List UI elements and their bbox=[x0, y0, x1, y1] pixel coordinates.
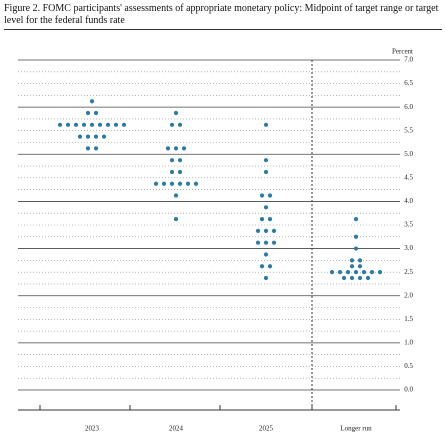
dot bbox=[165, 146, 171, 151]
x-tick-label: 2025 bbox=[259, 425, 274, 433]
dot bbox=[77, 134, 83, 139]
dot bbox=[345, 270, 351, 275]
dot bbox=[173, 193, 179, 198]
dot bbox=[169, 158, 175, 163]
y-tick-label: 2.0 bbox=[404, 291, 413, 299]
dot bbox=[85, 110, 91, 116]
dot bbox=[263, 158, 269, 163]
dot bbox=[193, 181, 199, 186]
dot bbox=[81, 122, 87, 127]
y-tick-label: 3.0 bbox=[404, 244, 413, 252]
dot bbox=[173, 110, 179, 116]
dot bbox=[85, 134, 91, 139]
dot bbox=[255, 228, 261, 233]
dot bbox=[255, 240, 261, 245]
dot bbox=[271, 240, 277, 245]
dot bbox=[263, 228, 269, 233]
dot bbox=[105, 122, 111, 127]
dot bbox=[357, 264, 363, 269]
dot bbox=[263, 122, 269, 127]
dot bbox=[97, 122, 103, 127]
y-tick-label: 7.0 bbox=[404, 56, 413, 64]
dot bbox=[263, 252, 269, 257]
dot bbox=[89, 122, 95, 127]
chart-title: Figure 2. FOMC participants' assessments… bbox=[4, 3, 439, 26]
dot bbox=[177, 158, 183, 163]
dot bbox=[267, 193, 273, 198]
dot bbox=[349, 275, 355, 281]
y-tick-label: 4.5 bbox=[404, 173, 413, 181]
y-tick-label: 0.5 bbox=[404, 362, 413, 370]
y-tick-label: 0.0 bbox=[404, 386, 413, 394]
dot bbox=[93, 146, 99, 151]
dot bbox=[337, 270, 343, 275]
dot bbox=[113, 122, 119, 127]
y-tick-label: 6.5 bbox=[404, 79, 413, 87]
dot bbox=[365, 275, 371, 281]
dot bbox=[357, 275, 363, 281]
dot bbox=[341, 275, 347, 281]
dot bbox=[185, 181, 191, 186]
dot bbox=[263, 275, 269, 281]
dot bbox=[101, 134, 107, 139]
dot bbox=[361, 270, 367, 275]
dot bbox=[169, 181, 175, 186]
dot bbox=[267, 264, 273, 269]
dot bbox=[93, 110, 99, 116]
dot bbox=[353, 217, 359, 222]
dot bbox=[353, 246, 359, 251]
y-tick-label: 6.0 bbox=[404, 103, 413, 111]
x-tick-label: Longer run bbox=[340, 425, 372, 433]
dot bbox=[369, 270, 375, 275]
title-rule bbox=[4, 29, 442, 30]
y-tick-label: 4.0 bbox=[404, 197, 413, 205]
dot bbox=[65, 122, 71, 127]
y-tick-label: 3.5 bbox=[404, 221, 413, 229]
dot bbox=[93, 134, 99, 139]
dot bbox=[271, 228, 277, 233]
x-tick-label: 2024 bbox=[169, 425, 184, 433]
dot bbox=[263, 205, 269, 210]
dot bbox=[259, 217, 265, 222]
y-tick-label: 2.5 bbox=[404, 268, 413, 276]
dot bbox=[161, 181, 167, 186]
dot bbox=[173, 146, 179, 151]
dot bbox=[173, 217, 179, 222]
dot bbox=[263, 169, 269, 175]
dot bbox=[153, 181, 159, 186]
dot bbox=[263, 240, 269, 245]
dot bbox=[57, 122, 63, 127]
dot bbox=[353, 270, 359, 275]
dot bbox=[377, 270, 383, 275]
y-axis-label: Percent bbox=[392, 48, 413, 56]
dot bbox=[121, 122, 127, 127]
dot bbox=[85, 146, 91, 151]
dot bbox=[169, 169, 175, 175]
dot bbox=[177, 169, 183, 175]
x-tick-label: 2023 bbox=[85, 425, 100, 433]
dot bbox=[169, 122, 175, 127]
dot bbox=[349, 258, 355, 263]
dot bbox=[177, 181, 183, 186]
dot bbox=[181, 146, 187, 151]
dot bbox=[329, 270, 335, 275]
y-tick-label: 5.0 bbox=[404, 150, 413, 158]
dot bbox=[259, 264, 265, 269]
dot bbox=[349, 264, 355, 269]
dot bbox=[267, 217, 273, 222]
y-tick-label: 1.5 bbox=[404, 315, 413, 323]
y-tick-label: 1.0 bbox=[404, 338, 413, 346]
dot bbox=[73, 122, 79, 127]
dot bbox=[353, 234, 359, 239]
dot bbox=[357, 258, 363, 263]
dot bbox=[89, 99, 95, 104]
y-tick-label: 5.5 bbox=[404, 126, 413, 134]
dot bbox=[177, 122, 183, 127]
dot bbox=[259, 193, 265, 198]
